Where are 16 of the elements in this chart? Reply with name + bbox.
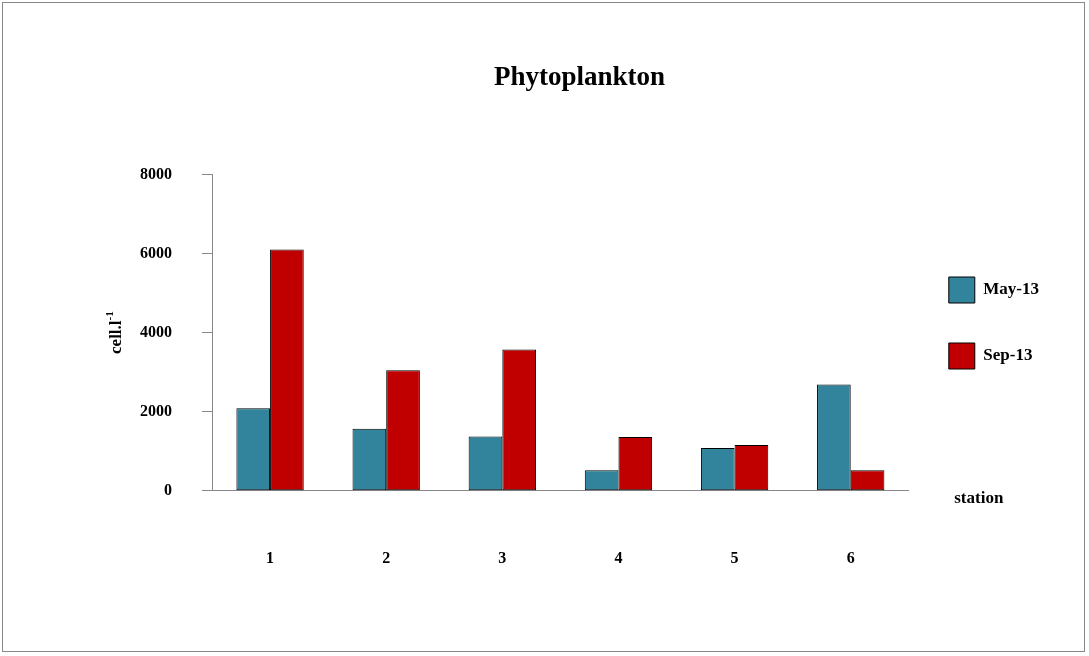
y-axis-title: cell.l-1	[103, 311, 126, 354]
y-tick-label: 4000	[140, 322, 172, 340]
legend-label: Sep-13	[983, 345, 1033, 365]
x-tick-label: 2	[382, 548, 391, 566]
x-tick-label: 1	[266, 548, 275, 566]
x-axis-title: station	[954, 488, 1004, 508]
y-tick-label: 6000	[140, 243, 172, 261]
y-tick-label: 2000	[140, 401, 172, 419]
x-tick-label: 4	[614, 548, 623, 566]
y-tick-label: 0	[164, 480, 172, 498]
x-tick-label: 5	[730, 548, 739, 566]
chart-title: Phytoplankton	[493, 61, 666, 92]
y-tick-label: 8000	[140, 164, 172, 182]
x-tick-label: 3	[498, 548, 507, 566]
x-tick-label: 6	[846, 548, 855, 566]
legend-label: May-13	[983, 279, 1040, 299]
